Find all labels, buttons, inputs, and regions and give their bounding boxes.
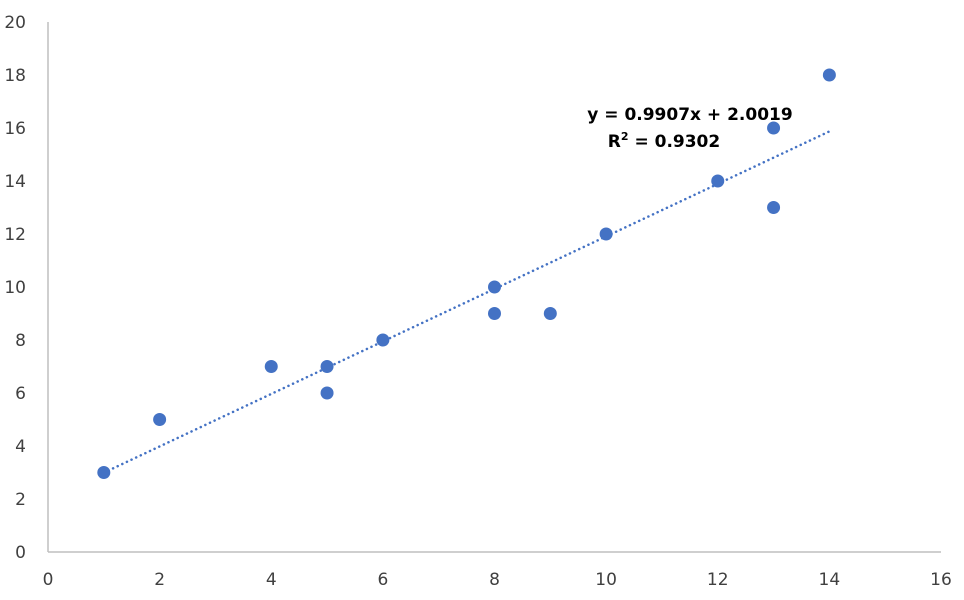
- x-tick-label: 10: [595, 570, 617, 590]
- y-tick-label: 16: [4, 119, 26, 139]
- x-tick-label: 8: [489, 570, 500, 590]
- y-tick-label: 14: [4, 172, 26, 192]
- data-point: [376, 333, 390, 347]
- y-tick-label: 10: [4, 278, 26, 298]
- data-point: [822, 68, 836, 82]
- x-tick-label: 12: [707, 570, 729, 590]
- x-tick-label: 2: [154, 570, 165, 590]
- r-squared-superscript: 2: [621, 130, 629, 143]
- r-squared-value: = 0.9302: [629, 132, 721, 152]
- y-tick-label: 6: [15, 384, 26, 404]
- data-point: [599, 227, 613, 241]
- y-tick-label: 8: [15, 331, 26, 351]
- x-tick-label: 0: [43, 570, 54, 590]
- data-point: [153, 413, 167, 426]
- y-tick-label: 0: [15, 543, 26, 563]
- trendline-equation: y = 0.9907x + 2.0019: [587, 105, 792, 125]
- data-point: [320, 386, 334, 400]
- data-point: [767, 201, 781, 214]
- y-tick-label: 4: [15, 437, 26, 457]
- y-tick-label: 2: [15, 490, 26, 510]
- data-point: [767, 121, 781, 135]
- y-tick-label: 12: [4, 225, 26, 245]
- data-point: [264, 360, 278, 373]
- y-tick-label: 18: [4, 66, 26, 86]
- data-point: [488, 280, 501, 294]
- x-tick-label: 14: [819, 570, 841, 590]
- r-squared-label: R2 = 0.9302: [608, 130, 720, 152]
- y-tick-label: 20: [4, 13, 26, 33]
- x-tick-label: 6: [377, 570, 388, 590]
- data-point: [97, 466, 111, 479]
- data-point: [320, 360, 334, 373]
- r-squared-prefix: R: [608, 132, 621, 152]
- data-point: [543, 307, 557, 320]
- x-tick-label: 4: [266, 570, 277, 590]
- data-point: [488, 307, 501, 320]
- x-tick-label: 16: [930, 570, 952, 590]
- trendline: [102, 130, 831, 474]
- data-point: [711, 174, 725, 188]
